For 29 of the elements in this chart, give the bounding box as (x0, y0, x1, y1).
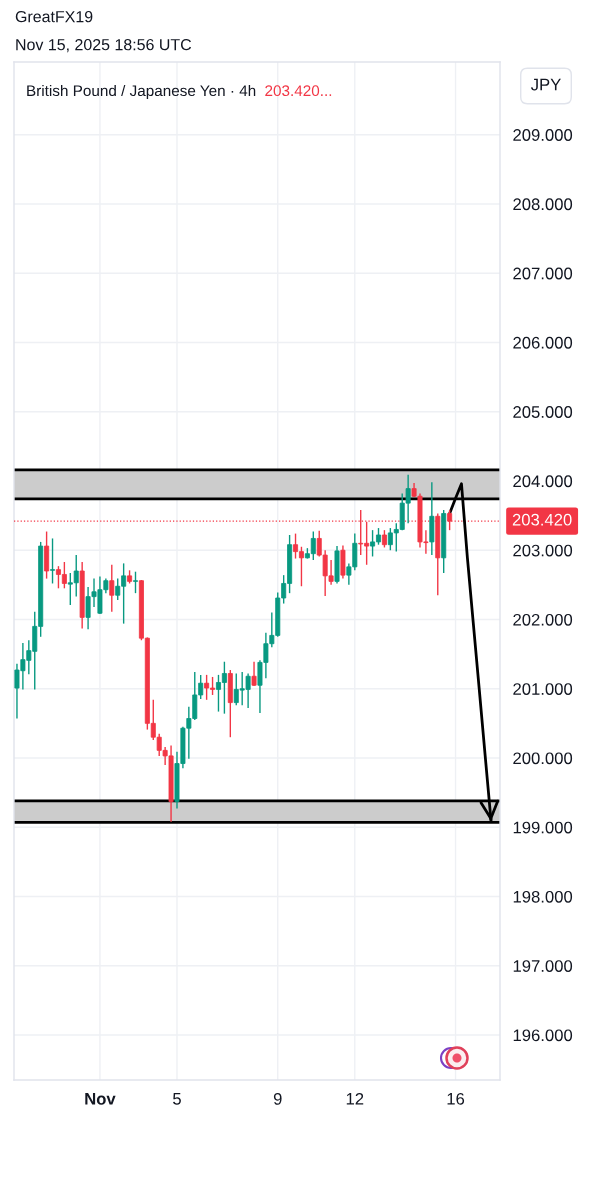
y-tick-label: 208.000 (513, 198, 573, 211)
ref-line-label: 203.420 (512, 513, 572, 526)
text: GreatFX19 (15, 10, 93, 23)
x-tick-label: 16 (447, 1092, 465, 1105)
y-tick-label: 197.000 (513, 960, 573, 972)
y-axis-title: JPY (530, 78, 561, 91)
y-tick-label: 199.000 (513, 821, 573, 834)
y-tick-label: 207.000 (513, 267, 573, 280)
y-tick-label: 198.000 (513, 890, 573, 903)
y-tick-label: 200.000 (513, 752, 573, 765)
x-tick-label: 12 (346, 1092, 364, 1105)
y-tick-label: 206.000 (513, 336, 573, 349)
text: 203.420... (265, 85, 332, 97)
candlestick (50, 537, 56, 585)
x-tick-label: 5 (173, 1093, 181, 1105)
y-tick-label: 205.000 (513, 406, 573, 418)
candlestick (109, 564, 115, 613)
text: British Pound / Japanese Yen · 4h (27, 84, 256, 100)
y-tick-label: 204.000 (513, 475, 573, 488)
y-tick-label: 201.000 (513, 683, 573, 695)
candlestick (251, 661, 257, 687)
y-tick-label: 203.000 (513, 544, 573, 557)
x-tick-label: 9 (273, 1092, 282, 1105)
y-tick-label: 202.000 (513, 613, 573, 626)
text: Nov 15, 2025 18:56 UTC (16, 38, 192, 53)
x-tick-label: Nov (85, 1093, 116, 1105)
y-tick-label: 196.000 (513, 1029, 573, 1042)
y-tick-label: 209.000 (513, 129, 573, 141)
candlestick (133, 570, 138, 594)
